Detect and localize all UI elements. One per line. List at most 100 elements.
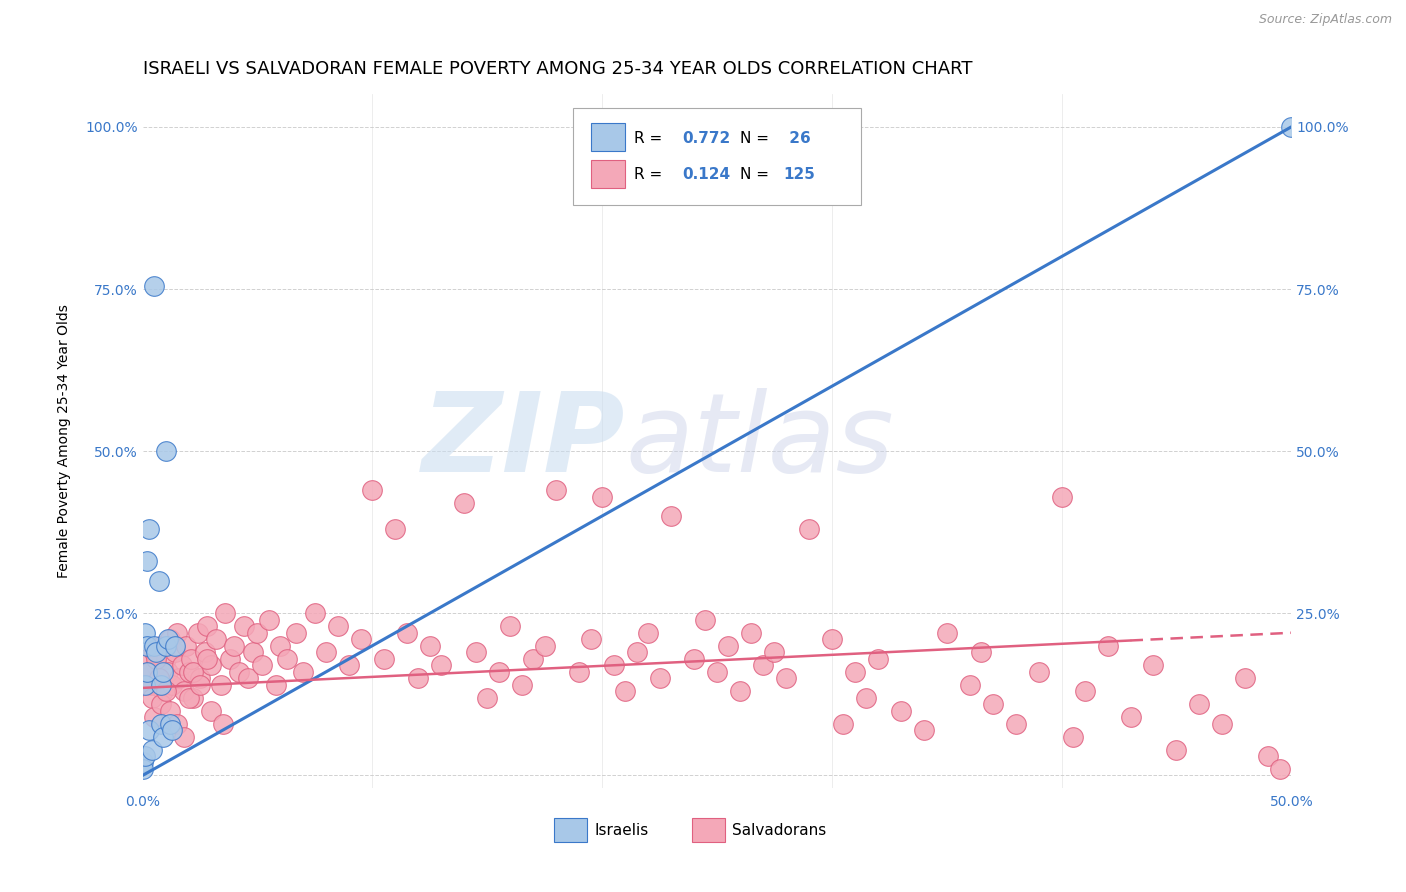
Point xyxy=(637,625,659,640)
Point xyxy=(136,639,159,653)
Point xyxy=(152,730,174,744)
Point xyxy=(232,619,254,633)
Text: N =: N = xyxy=(740,130,773,145)
Point xyxy=(156,665,179,679)
Point xyxy=(1211,716,1233,731)
Point xyxy=(890,704,912,718)
Point xyxy=(159,716,181,731)
Point xyxy=(218,651,240,665)
Point xyxy=(136,651,159,665)
Point xyxy=(205,632,228,647)
Point xyxy=(832,716,855,731)
Point xyxy=(159,704,181,718)
Point xyxy=(602,658,624,673)
Point xyxy=(138,522,160,536)
Point xyxy=(166,716,188,731)
Point xyxy=(568,665,591,679)
Point xyxy=(510,678,533,692)
Point xyxy=(148,574,170,588)
Point xyxy=(238,671,260,685)
Point xyxy=(1142,658,1164,673)
Point xyxy=(156,632,179,647)
Y-axis label: Female Poverty Among 25-34 Year Olds: Female Poverty Among 25-34 Year Olds xyxy=(58,304,72,578)
Point xyxy=(844,665,866,679)
Point xyxy=(180,651,202,665)
Point xyxy=(970,645,993,659)
Point xyxy=(181,665,204,679)
Point xyxy=(242,645,264,659)
Point xyxy=(152,665,174,679)
Point xyxy=(228,665,250,679)
Point xyxy=(170,658,193,673)
Point xyxy=(174,639,197,653)
Point xyxy=(209,678,232,692)
Text: R =: R = xyxy=(634,167,668,182)
Point xyxy=(131,756,153,770)
Point xyxy=(591,490,613,504)
Point xyxy=(522,651,544,665)
Point xyxy=(763,645,786,659)
Point xyxy=(464,645,486,659)
Point xyxy=(1073,684,1095,698)
Point xyxy=(257,613,280,627)
Text: Salvadorans: Salvadorans xyxy=(733,822,827,838)
Point xyxy=(143,645,166,659)
Point xyxy=(134,678,156,692)
Point xyxy=(188,678,211,692)
Point xyxy=(152,684,174,698)
Point xyxy=(1279,120,1302,134)
Point xyxy=(695,613,717,627)
Point xyxy=(285,625,308,640)
Point xyxy=(195,619,218,633)
Text: R =: R = xyxy=(634,130,668,145)
Point xyxy=(1028,665,1050,679)
FancyBboxPatch shape xyxy=(554,818,588,842)
Point xyxy=(546,483,568,497)
Point xyxy=(326,619,349,633)
Point xyxy=(1257,749,1279,764)
FancyBboxPatch shape xyxy=(692,818,725,842)
Point xyxy=(194,645,217,659)
Point xyxy=(212,716,235,731)
FancyBboxPatch shape xyxy=(591,123,626,152)
Point xyxy=(866,651,889,665)
Point xyxy=(350,632,373,647)
Point xyxy=(740,625,762,640)
Point xyxy=(155,651,177,665)
Point xyxy=(149,639,172,653)
Point xyxy=(131,762,153,776)
Point xyxy=(683,651,706,665)
Point xyxy=(177,665,200,679)
Point xyxy=(143,710,166,724)
Point xyxy=(264,678,287,692)
Point xyxy=(912,723,935,737)
Text: 0.772: 0.772 xyxy=(682,130,731,145)
Text: N =: N = xyxy=(740,167,773,182)
Point xyxy=(276,651,298,665)
Point xyxy=(499,619,522,633)
Point xyxy=(1268,762,1291,776)
Point xyxy=(935,625,957,640)
Point xyxy=(155,639,177,653)
Point xyxy=(155,444,177,458)
Point xyxy=(138,723,160,737)
Point xyxy=(579,632,602,647)
Point xyxy=(361,483,384,497)
Point xyxy=(148,671,170,685)
Point xyxy=(1062,730,1084,744)
Point xyxy=(162,723,184,737)
Point xyxy=(959,678,981,692)
Point xyxy=(453,496,475,510)
Point xyxy=(419,639,441,653)
Text: 26: 26 xyxy=(783,130,810,145)
Point xyxy=(373,651,395,665)
Point xyxy=(775,671,797,685)
Point xyxy=(821,632,844,647)
Point xyxy=(173,730,195,744)
Point xyxy=(1188,697,1211,711)
Point xyxy=(981,697,1004,711)
Point xyxy=(269,639,291,653)
Point xyxy=(187,625,209,640)
Point xyxy=(136,665,159,679)
Point xyxy=(648,671,671,685)
